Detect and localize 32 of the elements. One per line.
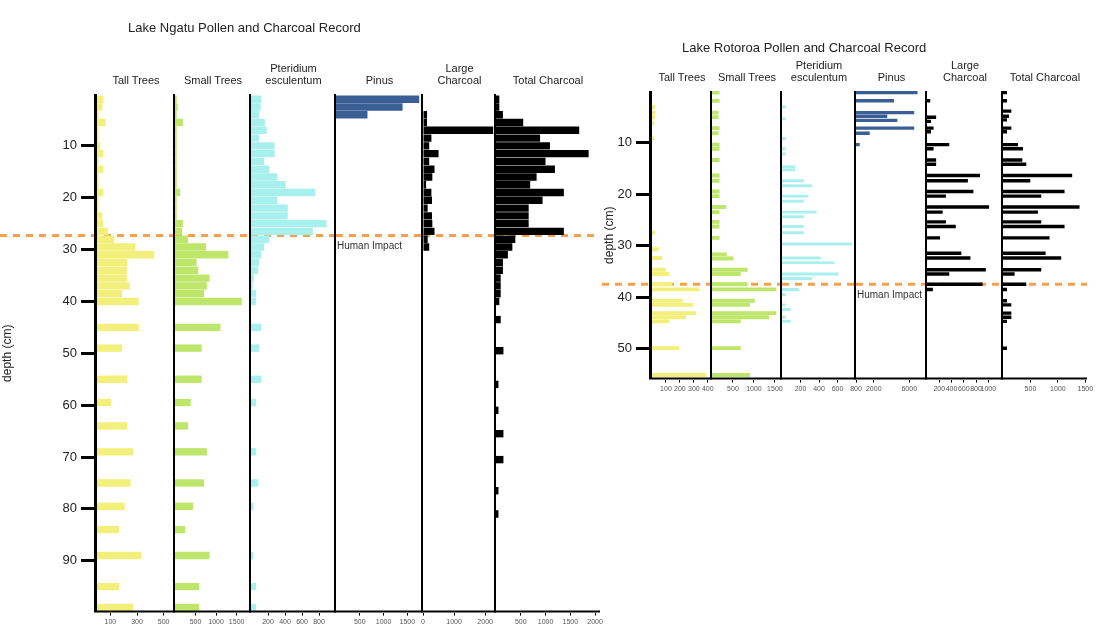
y-tick-label: 10 <box>617 134 632 150</box>
chart-title: Pteridium esculentum <box>789 58 849 83</box>
y-tick-label: 50 <box>617 340 632 356</box>
y-axis-title: depth (cm) <box>601 206 616 264</box>
y-tick-label: 10 <box>62 137 77 153</box>
chart-title: Total Charcoal <box>511 73 585 86</box>
chart-title: Large Charcoal <box>436 61 483 86</box>
chart-title: Small Trees <box>716 70 778 83</box>
y-tick-label: 30 <box>62 241 77 257</box>
ref-line-label: Human Impact <box>857 289 923 301</box>
y-tick-label: 60 <box>62 396 77 412</box>
y-tick-label: 80 <box>62 500 77 516</box>
y-tick-label: 40 <box>617 288 632 304</box>
y-tick-label: 70 <box>62 448 77 464</box>
text: Lake Rotoroa Pollen and Charcoal Record <box>682 40 927 55</box>
y-tick-label: 40 <box>62 293 77 309</box>
y-tick-label: 90 <box>62 552 77 568</box>
y-axis-title: depth (cm) <box>0 324 14 382</box>
y-tick-label: 20 <box>617 185 632 201</box>
y-tick-label: 30 <box>617 237 632 253</box>
chart-title: Total Charcoal <box>1008 70 1082 83</box>
chart-title: Tall Trees <box>111 73 161 86</box>
ref-line-label: Human Impact <box>337 240 403 252</box>
chart-title: Pinus <box>364 73 395 86</box>
text: Lake Ngatu Pollen and Charcoal Record <box>128 20 361 35</box>
chart-title: Pteridium esculentum <box>264 61 323 86</box>
y-tick-label: 50 <box>62 344 77 360</box>
y-tick-label: 20 <box>62 189 77 205</box>
chart-title: Small Trees <box>182 73 244 86</box>
chart-title: Large Charcoal <box>942 58 988 83</box>
chart-title: Tall Trees <box>657 70 707 83</box>
chart-title: Pinus <box>876 70 907 83</box>
